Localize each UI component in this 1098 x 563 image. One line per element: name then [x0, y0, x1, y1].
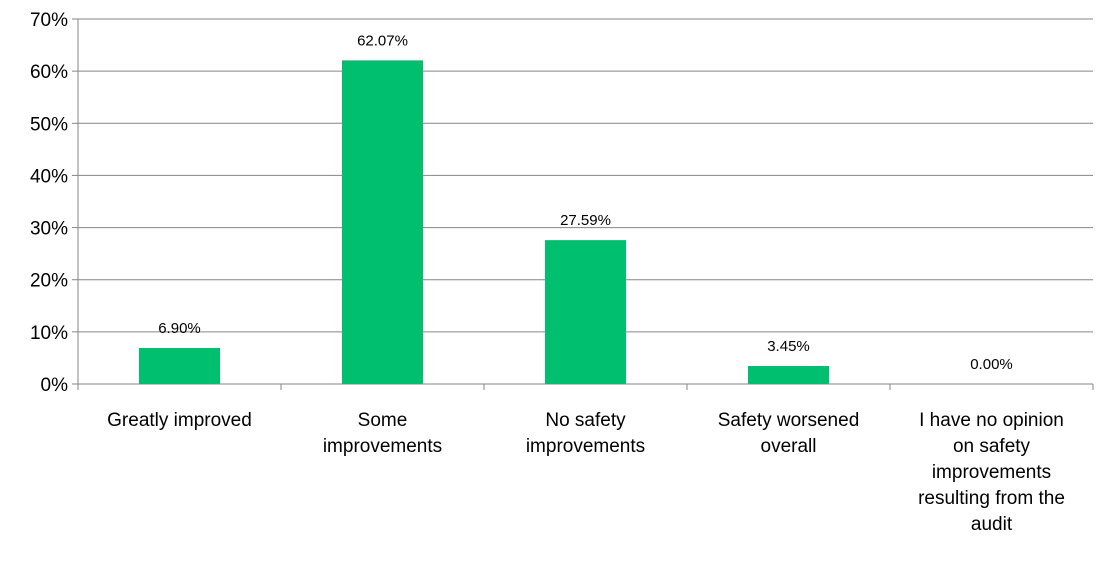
y-tick-label: 10%: [30, 323, 68, 344]
bar: [342, 60, 423, 385]
y-tick-label: 20%: [30, 271, 68, 292]
y-axis-tick-labels: 0% 10% 20% 30% 40% 50% 60% 70%: [30, 10, 68, 396]
bar: [748, 366, 829, 384]
y-tick-label: 30%: [30, 219, 68, 240]
data-label: 6.90%: [158, 320, 201, 337]
bar: [545, 240, 626, 384]
gridlines: [78, 18, 1093, 333]
x-category-label: I have no opinion on safety improvements re…: [918, 410, 1065, 535]
data-label: 27.59%: [560, 212, 611, 229]
x-category-label: Safety worsened overall: [718, 410, 860, 457]
y-tick-label: 70%: [30, 10, 68, 31]
x-category-label: Greatly improved: [107, 410, 252, 431]
bars: [139, 60, 829, 385]
x-category-label: Some improvements: [323, 410, 442, 457]
bar: [139, 348, 220, 384]
y-tick-label: 0%: [41, 375, 69, 396]
data-label: 0.00%: [970, 356, 1013, 373]
x-category-label: No safety improvements: [526, 410, 645, 457]
data-label: 3.45%: [767, 338, 810, 355]
data-label: 62.07%: [357, 32, 408, 49]
y-tick-label: 60%: [30, 62, 68, 83]
y-tick-label: 40%: [30, 166, 68, 187]
x-axis-category-labels: Greatly improved Some improvements No safet…: [107, 410, 1065, 535]
y-tick-label: 50%: [30, 114, 68, 135]
data-labels: 6.90% 62.07% 27.59% 3.45% 0.00%: [158, 32, 1013, 373]
